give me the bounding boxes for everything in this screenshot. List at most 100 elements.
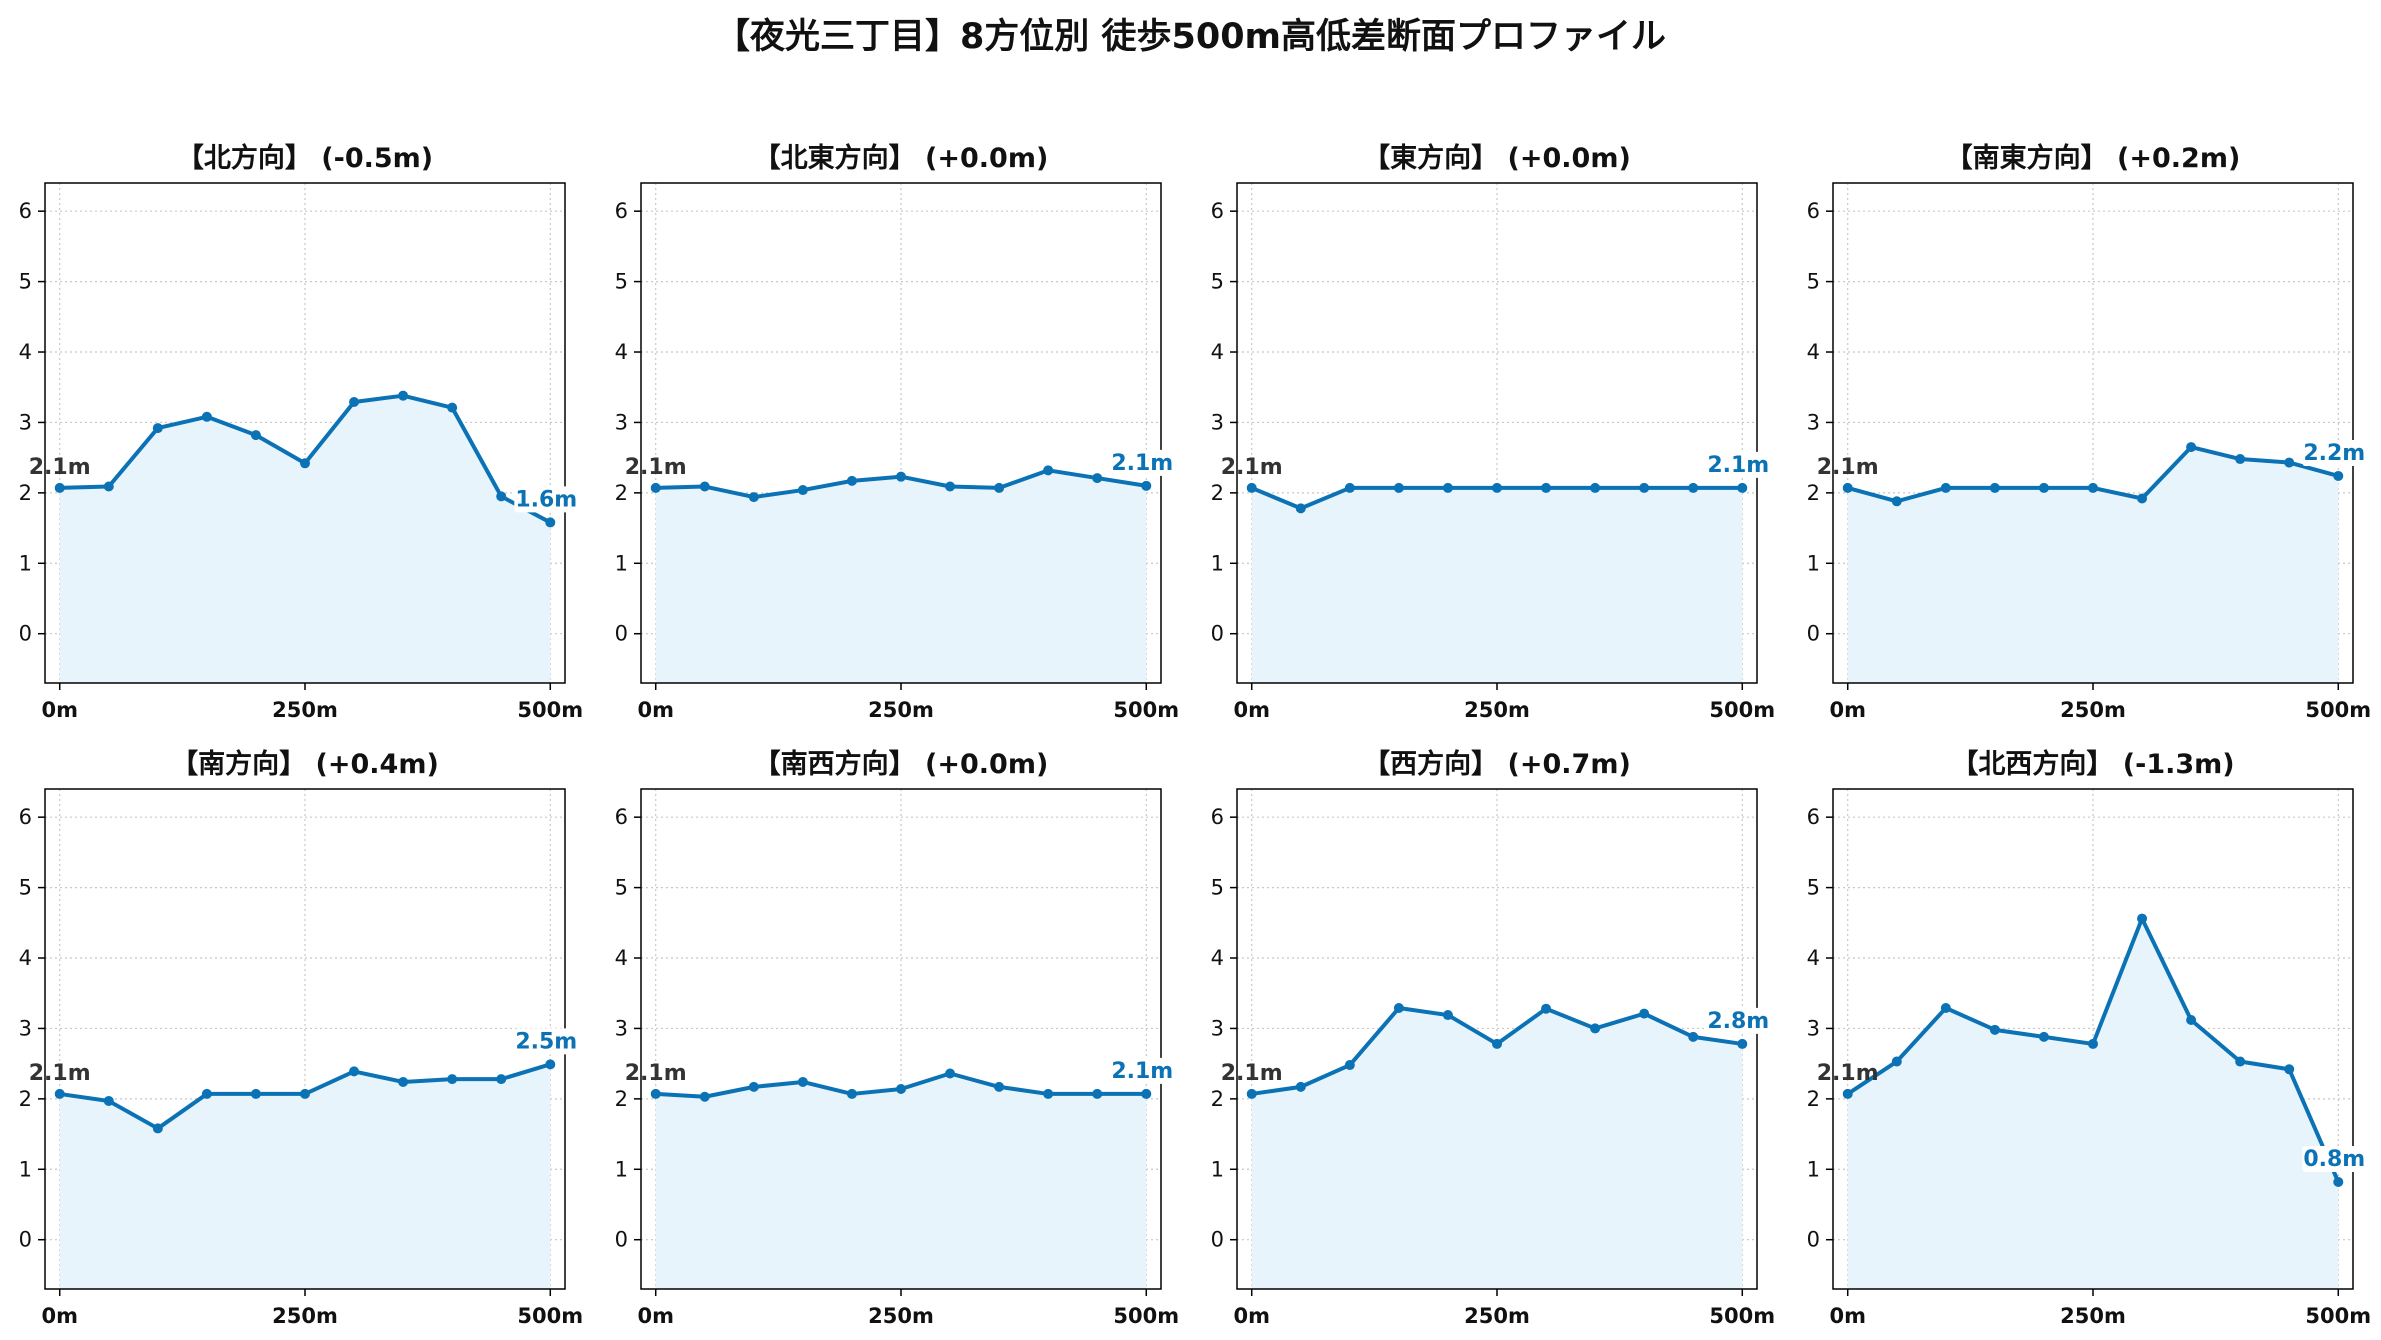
y-tick-label: 5: [1211, 270, 1224, 294]
y-tick-label: 3: [19, 1016, 32, 1040]
data-point: [2088, 482, 2098, 493]
data-point: [201, 411, 212, 422]
y-tick-label: 6: [1211, 805, 1224, 829]
end-label-background: [2302, 1145, 2367, 1172]
y-tick-label: 0: [615, 1228, 628, 1252]
y-tick-label: 2: [1807, 1087, 1820, 1111]
end-label-background: [514, 1028, 579, 1055]
y-tick-label: 5: [19, 270, 32, 294]
data-point: [1989, 482, 2000, 493]
y-tick-label: 4: [1807, 340, 1820, 364]
data-point: [152, 1123, 163, 1134]
y-tick-label: 0: [19, 1228, 32, 1252]
data-point: [398, 1076, 409, 1087]
x-tick-label: 0m: [1829, 1304, 1866, 1328]
data-point: [1737, 1038, 1748, 1049]
data-point: [945, 481, 956, 492]
y-tick-label: 1: [19, 1157, 32, 1181]
end-elevation-label: 2.1m: [1111, 1059, 1173, 1084]
data-point: [1141, 1088, 1152, 1099]
y-tick-label: 1: [19, 551, 32, 575]
x-tick-label: 500m: [1113, 698, 1179, 722]
data-point: [2137, 913, 2148, 924]
data-point: [1842, 482, 1853, 493]
end-elevation-label: 2.1m: [1707, 453, 1769, 478]
y-tick-label: 2: [19, 481, 32, 505]
y-tick-label: 1: [1807, 551, 1820, 575]
data-point: [846, 1088, 857, 1099]
data-point: [2333, 1176, 2344, 1187]
end-label-background: [1110, 1057, 1175, 1084]
x-tick-label: 500m: [517, 698, 583, 722]
end-elevation-label: 2.5m: [515, 1029, 577, 1054]
area-fill: [1251, 1008, 1743, 1289]
data-point: [748, 1081, 759, 1092]
y-tick-label: 3: [19, 410, 32, 434]
y-tick-label: 4: [1211, 946, 1224, 970]
chart-panel-4: 【南東方向】 (+0.2m) 0 1 2 3 4 5 6 0m 250m 500m 2.1m 2.2m: [1807, 142, 2372, 722]
area-fill: [1847, 447, 2339, 683]
y-tick-label: 3: [1807, 410, 1820, 434]
data-point: [1639, 1008, 1650, 1019]
data-point: [1688, 1031, 1699, 1042]
x-tick-label: 0m: [637, 1304, 674, 1328]
data-point: [748, 492, 759, 503]
end-label-background: [1706, 451, 1771, 478]
chart-title: 【北西方向】 (-1.3m): [1951, 748, 2234, 780]
data-point: [54, 1088, 65, 1099]
start-elevation-label: 2.1m: [29, 1061, 91, 1086]
data-point: [1393, 482, 1404, 493]
data-point: [945, 1068, 956, 1079]
data-point: [650, 1088, 661, 1099]
data-point: [300, 458, 310, 469]
end-label-background: [2302, 439, 2367, 466]
start-elevation-label: 2.1m: [625, 455, 687, 480]
x-tick-label: 250m: [272, 698, 338, 722]
start-elevation-label: 2.1m: [1817, 1061, 1879, 1086]
chart-title: 【北方向】 (-0.5m): [177, 142, 433, 174]
chart-title: 【南西方向】 (+0.0m): [754, 748, 1049, 780]
x-tick-label: 0m: [41, 1304, 78, 1328]
data-point: [1141, 480, 1152, 491]
y-tick-label: 3: [1211, 410, 1224, 434]
chart-panel-3: 【東方向】 (+0.0m) 0 1 2 3 4 5 6 0m 250m 500m 2.1m 2.1m: [1211, 142, 1776, 722]
x-tick-label: 500m: [517, 1304, 583, 1328]
data-point: [349, 1066, 360, 1077]
y-tick-label: 5: [615, 876, 628, 900]
chart-title: 【西方向】 (+0.7m): [1363, 748, 1631, 780]
data-point: [2284, 457, 2295, 468]
start-elevation-label: 2.1m: [1817, 455, 1879, 480]
y-tick-label: 2: [615, 1087, 628, 1111]
y-tick-label: 4: [615, 340, 628, 364]
y-tick-label: 6: [19, 805, 32, 829]
data-point: [1092, 1088, 1103, 1099]
x-tick-label: 250m: [2060, 698, 2126, 722]
x-tick-label: 0m: [41, 698, 78, 722]
data-point: [103, 1095, 114, 1106]
y-tick-label: 4: [19, 340, 32, 364]
x-tick-label: 0m: [1233, 698, 1270, 722]
end-elevation-label: 1.6m: [515, 487, 577, 512]
chart-panel-5: 【南方向】 (+0.4m) 0 1 2 3 4 5 6 0m 250m 500m 2.1m 2.5m: [19, 748, 584, 1328]
chart-panel-7: 【西方向】 (+0.7m) 0 1 2 3 4 5 6 0m 250m 500m 2.1m 2.8m: [1211, 748, 1776, 1328]
y-tick-label: 6: [615, 805, 628, 829]
data-point: [1393, 1003, 1404, 1014]
x-tick-label: 250m: [868, 1304, 934, 1328]
x-tick-label: 250m: [868, 698, 934, 722]
y-tick-label: 2: [1807, 481, 1820, 505]
data-point: [447, 402, 458, 413]
y-tick-label: 2: [19, 1087, 32, 1111]
chart-title: 【南東方向】 (+0.2m): [1946, 142, 2241, 174]
y-tick-label: 1: [615, 1157, 628, 1181]
data-point: [846, 475, 857, 486]
x-tick-label: 250m: [1464, 698, 1530, 722]
data-point: [1246, 1088, 1257, 1099]
y-tick-label: 6: [19, 199, 32, 223]
end-label-background: [514, 486, 579, 513]
area-fill: [655, 1073, 1147, 1289]
data-point: [496, 1074, 507, 1085]
data-point: [1940, 1003, 1951, 1014]
chart-title: 【南方向】 (+0.4m): [171, 748, 439, 780]
y-tick-label: 4: [19, 946, 32, 970]
y-tick-label: 2: [1211, 481, 1224, 505]
